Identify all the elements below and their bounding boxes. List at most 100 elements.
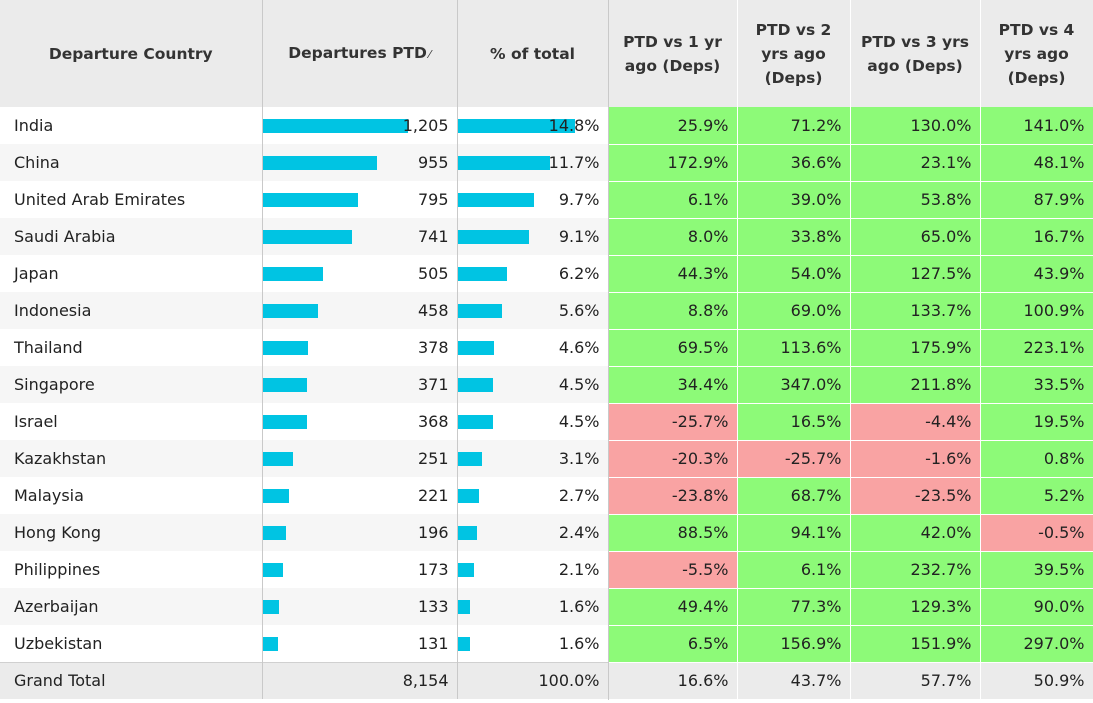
country-cell: Azerbaijan — [0, 588, 263, 625]
header-vs1[interactable]: PTD vs 1 yr ago (Deps) — [608, 0, 738, 107]
pct-value: 3.1% — [558, 449, 600, 468]
departures-value: 1,205 — [402, 116, 449, 135]
change-vs1-cell: 25.9% — [608, 107, 738, 145]
change-vs3-cell: 53.8% — [850, 181, 981, 219]
departures-cell: 458 — [262, 292, 458, 329]
pct-bar — [457, 563, 475, 577]
change-vs4-cell: 33.5% — [980, 366, 1093, 404]
change-vs1-cell: 8.8% — [608, 292, 738, 330]
change-vs2-cell: 39.0% — [737, 181, 851, 219]
change-vs2-cell: 94.1% — [737, 514, 851, 552]
pct-bar — [457, 267, 507, 281]
change-vs1-cell: -23.8% — [608, 477, 738, 515]
header-country[interactable]: Departure Country — [0, 0, 263, 107]
header-departures[interactable]: Departures PTD ⁄ — [262, 0, 458, 107]
change-vs4-cell: 141.0% — [980, 107, 1093, 145]
table-row: Japan 505 6.2% 44.3% 54.0% 127.5% 43.9% — [0, 255, 1093, 293]
change-vs2-cell: 33.8% — [737, 218, 851, 256]
change-vs1-cell: 172.9% — [608, 144, 738, 182]
country-cell: Thailand — [0, 329, 263, 366]
change-vs4-cell: -0.5% — [980, 514, 1093, 552]
table-row: Saudi Arabia 741 9.1% 8.0% 33.8% 65.0% 16.7% — [0, 218, 1093, 256]
pct-cell: 2.7% — [457, 477, 609, 514]
change-vs2-cell: 113.6% — [737, 329, 851, 367]
pct-value: 1.6% — [558, 634, 600, 653]
pct-bar — [457, 156, 550, 170]
change-vs4-cell: 5.2% — [980, 477, 1093, 515]
table-row: India 1,205 14.8% 25.9% 71.2% 130.0% 141.0% — [0, 107, 1093, 145]
table-row: Azerbaijan 133 1.6% 49.4% 77.3% 129.3% 90.0% — [0, 588, 1093, 626]
country-cell: Malaysia — [0, 477, 263, 514]
country-cell: United Arab Emirates — [0, 181, 263, 218]
departures-bar — [262, 119, 408, 133]
header-vs2[interactable]: PTD vs 2 yrs ago (Deps) — [737, 0, 851, 107]
pct-value: 9.7% — [558, 190, 600, 209]
header-vs3[interactable]: PTD vs 3 yrs ago (Deps) — [850, 0, 981, 107]
change-vs1-cell: 6.1% — [608, 181, 738, 219]
country-cell: Saudi Arabia — [0, 218, 263, 255]
table-body: India 1,205 14.8% 25.9% 71.2% 130.0% 141.0% Chi… — [0, 107, 1093, 663]
change-vs1-cell: 8.0% — [608, 218, 738, 256]
change-vs3-cell: 65.0% — [850, 218, 981, 256]
departures-value: 368 — [417, 412, 449, 431]
departures-cell: 196 — [262, 514, 458, 551]
departures-bar — [262, 341, 308, 355]
change-vs4-cell: 19.5% — [980, 403, 1093, 441]
pct-bar — [457, 637, 471, 651]
pct-value: 9.1% — [558, 227, 600, 246]
sort-icon[interactable]: ⁄ — [428, 47, 431, 61]
pct-cell: 4.6% — [457, 329, 609, 366]
country-cell: Israel — [0, 403, 263, 440]
change-vs2-cell: 347.0% — [737, 366, 851, 404]
pct-cell: 2.1% — [457, 551, 609, 588]
departures-bar — [262, 230, 352, 244]
change-vs3-cell: 129.3% — [850, 588, 981, 626]
header-pct-total[interactable]: % of total — [457, 0, 609, 107]
change-vs3-cell: 130.0% — [850, 107, 981, 145]
pct-cell: 6.2% — [457, 255, 609, 292]
pct-cell: 2.4% — [457, 514, 609, 551]
pct-value: 6.2% — [558, 264, 600, 283]
change-vs3-cell: 211.8% — [850, 366, 981, 404]
table-row: Malaysia 221 2.7% -23.8% 68.7% -23.5% 5.2% — [0, 477, 1093, 515]
change-vs3-cell: 175.9% — [850, 329, 981, 367]
departures-value: 133 — [417, 597, 449, 616]
departures-bar — [262, 378, 308, 392]
change-vs3-cell: -23.5% — [850, 477, 981, 515]
change-vs2-cell: -25.7% — [737, 440, 851, 478]
change-vs2-cell: 54.0% — [737, 255, 851, 293]
change-vs3-cell: 42.0% — [850, 514, 981, 552]
country-cell: Philippines — [0, 551, 263, 588]
departures-value: 251 — [417, 449, 449, 468]
grand-total-departures: 8,154 — [262, 661, 458, 699]
table-row: China 955 11.7% 172.9% 36.6% 23.1% 48.1% — [0, 144, 1093, 182]
pct-cell: 9.7% — [457, 181, 609, 218]
departures-bar — [262, 563, 284, 577]
departures-value: 173 — [417, 560, 449, 579]
pct-value: 2.1% — [558, 560, 600, 579]
departures-bar — [262, 637, 279, 651]
change-vs2-cell: 77.3% — [737, 588, 851, 626]
change-vs4-cell: 87.9% — [980, 181, 1093, 219]
pct-cell: 9.1% — [457, 218, 609, 255]
departures-cell: 955 — [262, 144, 458, 181]
pct-bar — [457, 452, 482, 466]
pct-value: 4.5% — [558, 412, 600, 431]
country-cell: China — [0, 144, 263, 181]
departures-bar — [262, 452, 293, 466]
change-vs4-cell: 223.1% — [980, 329, 1093, 367]
country-cell: Singapore — [0, 366, 263, 403]
departures-bar — [262, 415, 307, 429]
change-vs4-cell: 100.9% — [980, 292, 1093, 330]
header-vs4[interactable]: PTD vs 4 yrs ago (Deps) — [980, 0, 1093, 107]
change-vs2-cell: 16.5% — [737, 403, 851, 441]
change-vs1-cell: -25.7% — [608, 403, 738, 441]
departures-value: 741 — [417, 227, 449, 246]
change-vs3-cell: 151.9% — [850, 625, 981, 663]
departures-cell: 505 — [262, 255, 458, 292]
pct-bar — [457, 304, 502, 318]
change-vs2-cell: 36.6% — [737, 144, 851, 182]
table-row: Hong Kong 196 2.4% 88.5% 94.1% 42.0% -0.5% — [0, 514, 1093, 552]
change-vs2-cell: 6.1% — [737, 551, 851, 589]
